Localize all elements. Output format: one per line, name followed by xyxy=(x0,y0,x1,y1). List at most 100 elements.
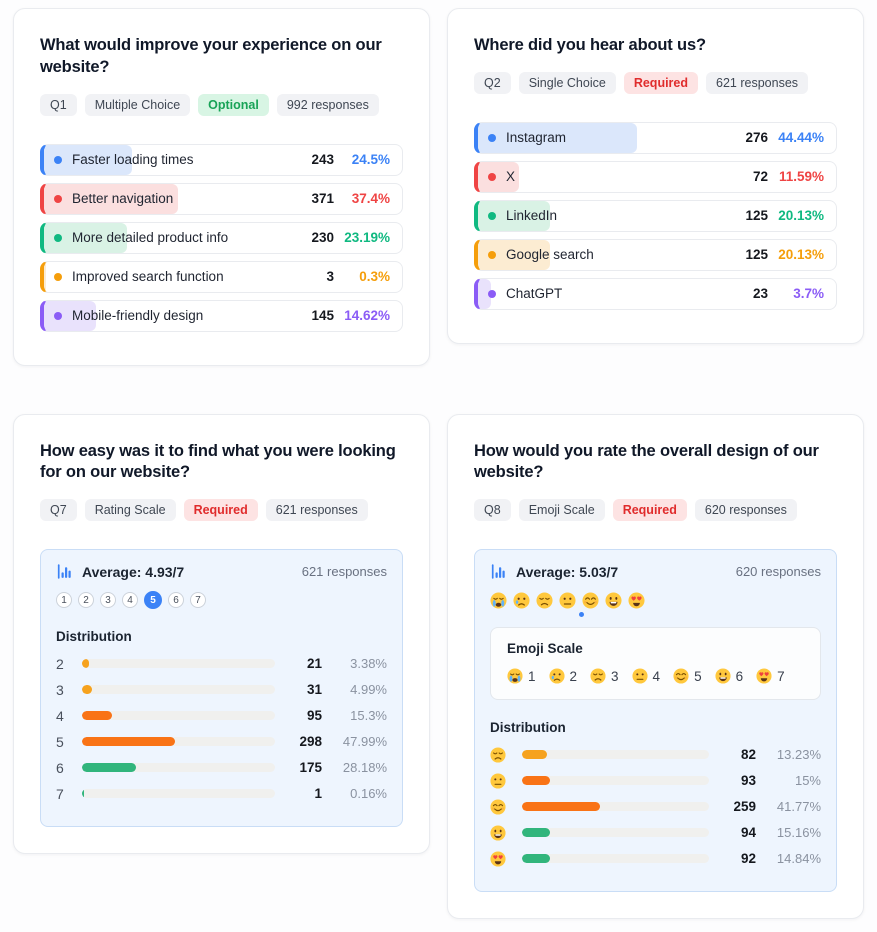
responses-label: 620 responses xyxy=(735,564,821,580)
rating-circle-2[interactable]: 2 xyxy=(78,592,94,609)
rating-circle-5[interactable]: 5 xyxy=(144,591,162,610)
emoji-scale-value: 1 xyxy=(528,668,536,684)
summary-header: Average: 4.93/7 621 responses xyxy=(56,563,387,580)
option-row[interactable]: Faster loading times 243 24.5% xyxy=(40,143,403,176)
rating-circle-3[interactable]: 3 xyxy=(100,592,116,609)
option-fill-bar xyxy=(44,261,46,292)
distribution-title: Distribution xyxy=(56,629,132,645)
badge-row: Q8 Emoji Scale Required 620 responses xyxy=(474,499,837,522)
option-color-dot xyxy=(54,155,62,164)
distribution-row: 7 1 0.16% xyxy=(56,785,387,802)
option-fill-bar xyxy=(44,183,178,214)
distribution-count: 31 xyxy=(306,682,322,698)
rating-circle-4[interactable]: 4 xyxy=(122,592,138,609)
option-row[interactable]: ChatGPT 23 3.7% xyxy=(474,277,837,310)
option-count: 72 xyxy=(752,169,768,185)
cry-emoji-icon xyxy=(548,668,565,684)
distribution-bar xyxy=(522,776,551,786)
option-row[interactable]: Instagram 276 44.44% xyxy=(474,121,837,154)
distribution-percentage: 15% xyxy=(794,773,821,789)
distribution-bar-track xyxy=(522,802,709,812)
distribution-percentage: 13.23% xyxy=(776,747,821,763)
grin-emoji-icon xyxy=(605,592,622,609)
distribution-bar-track xyxy=(82,659,275,669)
distribution-bar xyxy=(82,659,89,669)
distribution-percentage: 47.99% xyxy=(342,734,387,750)
distribution-count: 93 xyxy=(740,773,756,789)
requirement-badge: Optional xyxy=(198,93,269,116)
distribution-bar-track xyxy=(522,776,709,786)
option-row[interactable]: Improved search function 3 0.3% xyxy=(40,260,403,293)
option-fill-bar xyxy=(478,161,520,192)
option-count: 145 xyxy=(311,308,334,324)
distribution-bar xyxy=(82,763,137,773)
distribution-bar-track xyxy=(82,711,275,721)
distribution-row-label: 2 xyxy=(56,655,64,672)
question-type-badge: Single Choice xyxy=(518,71,616,94)
option-color-dot xyxy=(488,211,496,220)
question-title: How easy was it to find what you were lo… xyxy=(40,441,396,482)
emoji-scale-value: 2 xyxy=(569,668,578,684)
sob-emoji-icon xyxy=(507,668,523,684)
option-percentage: 37.4% xyxy=(351,191,390,207)
distribution-row: 82 13.23% xyxy=(490,746,821,763)
grin-emoji-icon xyxy=(715,668,731,684)
option-row[interactable]: Better navigation 371 37.4% xyxy=(40,182,403,215)
grin-emoji-icon xyxy=(490,825,511,841)
option-percentage: 14.62% xyxy=(344,308,390,324)
sob-emoji-icon xyxy=(490,592,507,609)
option-count: 3 xyxy=(326,269,334,285)
option-color-dot xyxy=(54,194,62,203)
distribution-bar xyxy=(82,711,112,721)
distribution-bar-track xyxy=(522,750,709,760)
distribution-count: 82 xyxy=(740,747,756,763)
distribution-count: 298 xyxy=(299,734,322,750)
distribution-bar xyxy=(82,737,175,747)
option-row[interactable]: Google search 125 20.13% xyxy=(474,238,837,271)
rating-circle-7[interactable]: 7 xyxy=(190,592,206,609)
distribution-percentage: 4.99% xyxy=(350,682,387,698)
option-percentage: 24.5% xyxy=(351,152,390,168)
question-title: Where did you hear about us? xyxy=(474,36,706,54)
distribution-count: 92 xyxy=(740,851,756,867)
distribution-bar xyxy=(82,789,84,799)
option-count: 125 xyxy=(745,208,768,224)
option-label: ChatGPT xyxy=(506,286,563,302)
distribution-bar-track xyxy=(82,685,275,695)
sad-emoji-icon xyxy=(590,668,606,684)
distribution-count: 259 xyxy=(733,799,756,815)
heart-eyes-emoji-icon xyxy=(490,851,511,867)
option-color-dot xyxy=(488,133,496,142)
distribution-percentage: 3.38% xyxy=(350,656,387,672)
badge-row: Q1 Multiple Choice Optional 992 response… xyxy=(40,93,403,116)
option-row[interactable]: More detailed product info 230 23.19% xyxy=(40,221,403,254)
emoji-scale-item: 7 xyxy=(756,668,785,684)
option-label: Better navigation xyxy=(72,191,174,207)
question-type-badge: Emoji Scale xyxy=(518,499,605,522)
distribution-percentage: 15.16% xyxy=(776,825,821,841)
smile-emoji-icon xyxy=(673,668,689,684)
rating-circle-6[interactable]: 6 xyxy=(168,592,184,609)
option-label: More detailed product info xyxy=(72,230,229,246)
sad-emoji-icon xyxy=(536,592,553,609)
options-list: Instagram 276 44.44% X 72 11.59% LinkedIn 125 20… xyxy=(474,121,837,310)
option-row[interactable]: LinkedIn 125 20.13% xyxy=(474,199,837,232)
emoji-scale-value: 5 xyxy=(694,668,702,684)
distribution-bar xyxy=(522,854,550,864)
distribution-row-label: 7 xyxy=(56,785,64,802)
distribution-list: 82 13.23% 93 15% 259 41.77% 94 15.16% 92 14.84% xyxy=(490,746,821,867)
option-row[interactable]: X 72 11.59% xyxy=(474,160,837,193)
question-card-q2: Where did you hear about us? Q2 Single C… xyxy=(447,8,864,344)
rating-circle-1[interactable]: 1 xyxy=(56,592,72,609)
response-count-badge: 621 responses xyxy=(265,499,368,522)
distribution-count: 1 xyxy=(314,786,322,802)
neutral-emoji-icon xyxy=(559,592,576,609)
question-card-q1: What would improve your experience on ou… xyxy=(13,8,430,366)
option-row[interactable]: Mobile-friendly design 145 14.62% xyxy=(40,299,403,332)
distribution-row: 3 31 4.99% xyxy=(56,681,387,698)
distribution-row: 2 21 3.38% xyxy=(56,655,387,672)
emoji-scale-legend: Emoji Scale 1 2 3 4 5 6 7 xyxy=(490,627,821,701)
question-title: How would you rate the overall design of… xyxy=(474,441,819,482)
requirement-badge: Required xyxy=(183,499,258,522)
